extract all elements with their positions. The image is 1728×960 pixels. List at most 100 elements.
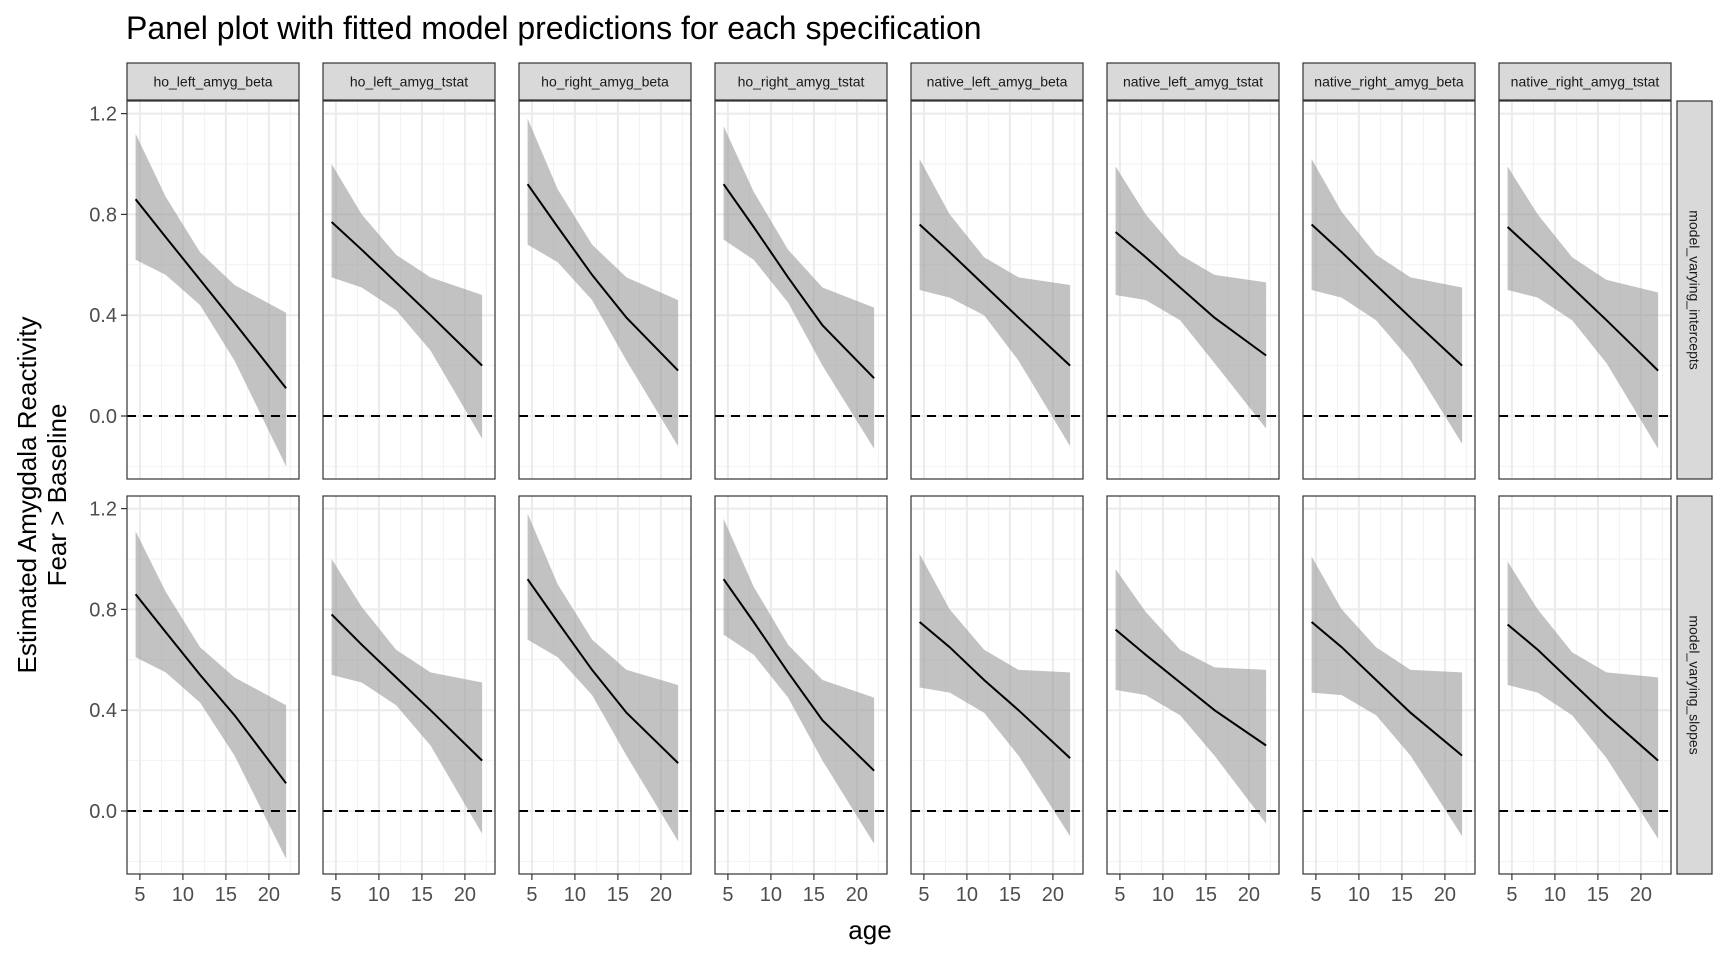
x-tick-label: 20 <box>1434 884 1456 906</box>
x-tick-label: 5 <box>918 884 929 906</box>
panel <box>1302 100 1476 480</box>
y-tick-label: 0.4 <box>89 700 117 722</box>
chart-title: Panel plot with fitted model predictions… <box>126 10 982 46</box>
y-tick-label: 0.0 <box>89 801 117 823</box>
panel-border <box>126 100 300 480</box>
x-tick-label: 15 <box>999 884 1021 906</box>
panel <box>518 100 692 480</box>
panel-border <box>910 495 1084 875</box>
x-tick-label: 10 <box>760 884 782 906</box>
panel-grid: ho_left_amyg_beta ho_left_amyg_tstat ho_ri… <box>89 62 1713 906</box>
panel <box>910 100 1084 480</box>
panel-border <box>1302 100 1476 480</box>
confidence-ribbon <box>527 118 679 447</box>
column-strip-label: native_left_amyg_tstat <box>1123 74 1263 90</box>
column-strip-label: ho_right_amyg_tstat <box>738 74 865 90</box>
x-tick-label: 10 <box>1348 884 1370 906</box>
confidence-ribbon <box>1311 159 1463 444</box>
panel <box>126 495 300 875</box>
fitted-line <box>722 578 875 772</box>
column-strip-label: ho_left_amyg_tstat <box>350 74 468 90</box>
panel-border <box>126 495 300 875</box>
column-strip <box>1498 62 1672 101</box>
x-tick-label: 10 <box>956 884 978 906</box>
panel <box>1498 495 1672 875</box>
confidence-ribbon <box>331 559 483 834</box>
x-tick-label: 5 <box>1114 884 1125 906</box>
x-tick-label: 10 <box>172 884 194 906</box>
x-tick-label: 10 <box>564 884 586 906</box>
x-tick-label: 15 <box>215 884 237 906</box>
row-strip-label: model_varying_intercepts <box>1687 210 1703 370</box>
fitted-line <box>134 593 287 784</box>
column-strip <box>322 62 496 101</box>
fitted-line <box>134 198 287 389</box>
x-tick-label: 10 <box>1544 884 1566 906</box>
x-tick-label: 5 <box>722 884 733 906</box>
x-tick-label: 20 <box>1042 884 1064 906</box>
fitted-line <box>526 183 679 372</box>
confidence-ribbon <box>331 164 483 439</box>
x-tick-label: 15 <box>1587 884 1609 906</box>
confidence-ribbon <box>919 554 1071 837</box>
panel-border <box>910 100 1084 480</box>
x-tick-label: 20 <box>454 884 476 906</box>
y-tick-label: 1.2 <box>89 104 117 126</box>
x-tick-label: 5 <box>1506 884 1517 906</box>
panel <box>714 100 888 480</box>
column-strip-label: ho_right_amyg_beta <box>541 74 669 90</box>
x-tick-label: 20 <box>1238 884 1260 906</box>
column-strip <box>126 62 300 101</box>
panel <box>322 100 496 480</box>
y-tick-label: 1.2 <box>89 499 117 521</box>
panel-border <box>518 100 692 480</box>
panel-border <box>1302 495 1476 875</box>
panel <box>1302 495 1476 875</box>
confidence-ribbon <box>1507 166 1659 449</box>
row-strip <box>1676 100 1713 480</box>
y-tick-label: 0.8 <box>89 204 117 226</box>
panel <box>1106 100 1280 480</box>
fitted-line <box>1310 223 1463 367</box>
confidence-ribbon <box>1507 561 1659 839</box>
panel-border <box>322 495 496 875</box>
row-strip <box>1676 495 1713 875</box>
x-tick-label: 5 <box>1310 884 1321 906</box>
fitted-line <box>330 221 483 367</box>
column-strip-label: native_left_amyg_beta <box>927 74 1068 90</box>
panel-border <box>1498 495 1672 875</box>
confidence-ribbon <box>1311 556 1463 837</box>
panel-border <box>1498 100 1672 480</box>
x-axis-title: age <box>848 915 891 945</box>
panel <box>1106 495 1280 875</box>
confidence-ribbon <box>135 133 287 467</box>
panel <box>1498 100 1672 480</box>
panel-border <box>1106 100 1280 480</box>
column-strip-label: native_right_amyg_tstat <box>1511 74 1660 90</box>
y-tick-label: 0.0 <box>89 406 117 428</box>
x-tick-label: 20 <box>1630 884 1652 906</box>
x-tick-label: 10 <box>1152 884 1174 906</box>
panel-border <box>714 100 888 480</box>
column-strip <box>518 62 692 101</box>
x-tick-label: 15 <box>607 884 629 906</box>
fitted-line <box>526 578 679 764</box>
x-tick-label: 15 <box>411 884 433 906</box>
panel-border <box>1106 495 1280 875</box>
x-tick-label: 15 <box>803 884 825 906</box>
confidence-ribbon <box>135 531 287 859</box>
y-axis-title-line-1: Estimated Amygdala Reactivity <box>12 317 42 674</box>
column-strip-label: native_right_amyg_beta <box>1314 74 1464 90</box>
fitted-line <box>1114 628 1267 747</box>
column-strip <box>1106 62 1280 101</box>
x-tick-label: 15 <box>1391 884 1413 906</box>
panel <box>910 495 1084 875</box>
fitted-line <box>918 223 1071 367</box>
x-tick-label: 5 <box>134 884 145 906</box>
confidence-ribbon <box>723 126 875 449</box>
panel <box>126 100 300 480</box>
column-strip <box>714 62 888 101</box>
panel-border <box>518 495 692 875</box>
confidence-ribbon <box>527 513 679 842</box>
